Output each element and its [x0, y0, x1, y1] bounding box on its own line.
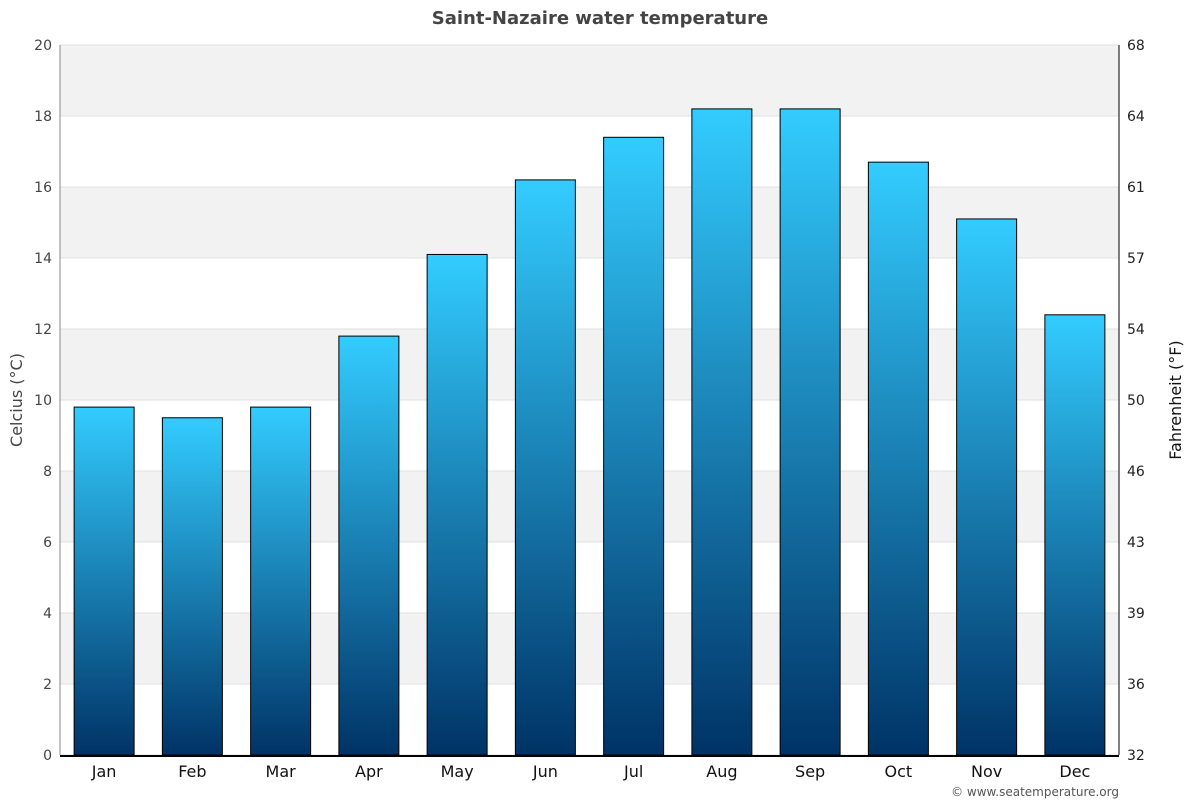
y-tick-label: 2: [43, 677, 52, 693]
x-tick-label: Jun: [532, 762, 558, 781]
grid-band: [60, 187, 1119, 258]
x-tick-label: Mar: [266, 762, 297, 781]
y-tick-label: 16: [34, 180, 52, 196]
y-right-tick-label: 57: [1127, 251, 1145, 267]
y-tick-label: 18: [34, 109, 52, 125]
y-right-tick-label: 39: [1127, 606, 1145, 622]
x-tick-label: Oct: [885, 762, 913, 781]
x-tick-label: May: [441, 762, 474, 781]
y-right-tick-label: 68: [1127, 38, 1145, 54]
y-right-tick-label: 36: [1127, 677, 1145, 693]
y-right-tick-label: 64: [1127, 109, 1145, 125]
bar-dec: [1044, 314, 1106, 756]
y-right-tick-label: 54: [1127, 322, 1145, 338]
grid-band: [60, 613, 1119, 684]
bar-mar: [250, 406, 312, 756]
y-tick-label: 10: [34, 393, 52, 409]
y-tick-label: 20: [34, 38, 52, 54]
y-tick-label: 12: [34, 322, 52, 338]
bar-apr: [338, 335, 400, 756]
y-right-tick-label: 43: [1127, 535, 1145, 551]
y-tick-label: 0: [43, 748, 52, 764]
y-axis-right-label: Fahrenheit (°F): [1166, 340, 1185, 459]
x-tick-label: Feb: [178, 762, 206, 781]
x-tick-label: Jan: [91, 762, 117, 781]
x-tick-label: Aug: [706, 762, 737, 781]
chart-title: Saint-Nazaire water temperature: [432, 8, 768, 29]
x-tick-label: Dec: [1059, 762, 1090, 781]
x-tick-label: Sep: [795, 762, 825, 781]
grid-band: [60, 471, 1119, 542]
x-tick-label: Jul: [623, 762, 643, 781]
y-right-tick-label: 50: [1127, 393, 1145, 409]
bar-may: [426, 253, 488, 756]
y-right-tick-label: 61: [1127, 180, 1145, 196]
y-axis-label: Celcius (°C): [7, 353, 26, 447]
y-tick-label: 8: [43, 464, 52, 480]
bar-jun: [514, 179, 576, 756]
x-tick-label: Nov: [971, 762, 1002, 781]
y-tick-label: 14: [34, 251, 52, 267]
bar-sep: [779, 108, 841, 756]
grid-band: [60, 329, 1119, 400]
bar-feb: [161, 417, 223, 756]
y-right-tick-label: 32: [1127, 748, 1145, 764]
y-tick-label: 6: [43, 535, 52, 551]
grid-band: [60, 45, 1119, 116]
x-tick-label: Apr: [355, 762, 383, 781]
bar-aug: [691, 108, 753, 756]
y-right-tick-label: 46: [1127, 464, 1145, 480]
bar-oct: [867, 161, 929, 756]
credit-text: © www.seatemperature.org: [951, 785, 1119, 799]
bar-jul: [603, 136, 665, 756]
bar-jan: [73, 406, 135, 756]
y-tick-label: 4: [43, 606, 52, 622]
bar-nov: [956, 218, 1018, 756]
